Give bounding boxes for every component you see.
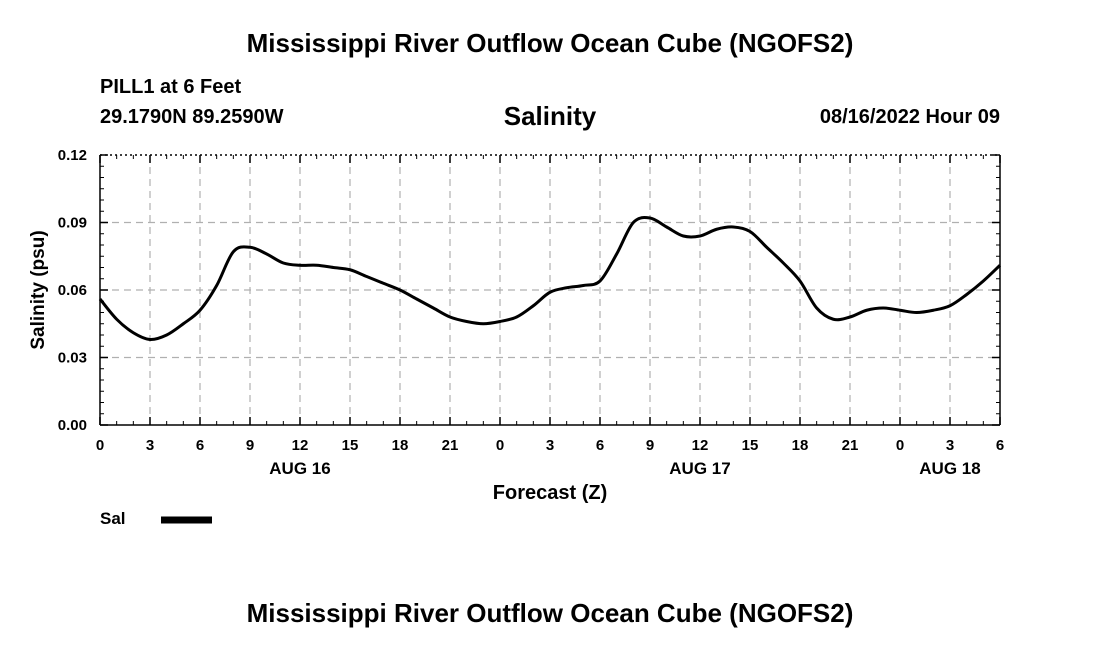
y-tick-label: 0.09 (58, 215, 87, 232)
page-title: Mississippi River Outflow Ocean Cube (NG… (246, 28, 854, 58)
x-tick-label: 3 (946, 437, 954, 454)
y-tick-label: 0.00 (58, 417, 87, 434)
x-tick-label: 6 (196, 437, 204, 454)
x-tick-label: 12 (292, 437, 309, 454)
station-coordinates: 29.1790N 89.2590W (100, 106, 284, 128)
x-tick-label: 6 (596, 437, 604, 454)
salinity-series-line (98, 216, 1002, 342)
x-tick-label: 12 (692, 437, 709, 454)
x-tick-label: 9 (646, 437, 654, 454)
x-tick-label: 6 (996, 437, 1004, 454)
forecast-datetime: 08/16/2022 Hour 09 (819, 106, 1000, 128)
x-tick-label: 0 (896, 437, 904, 454)
date-label: AUG 17 (669, 459, 730, 478)
station-label: PILL1 at 6 Feet (100, 76, 242, 98)
x-tick-label: 21 (442, 437, 459, 454)
x-tick-label: 0 (96, 437, 104, 454)
x-tick-label: 18 (392, 437, 409, 454)
x-axis-label: Forecast (Z) (492, 482, 608, 504)
y-tick-label: 0.03 (58, 350, 87, 367)
x-tick-label: 21 (842, 437, 859, 454)
date-label: AUG 18 (919, 459, 980, 478)
x-tick-label: 15 (342, 437, 359, 454)
legend-label: Sal (100, 509, 126, 528)
y-tick-label: 0.12 (58, 147, 87, 164)
y-axis-label: Salinity (psu) (28, 230, 49, 349)
x-tick-label: 15 (742, 437, 759, 454)
x-tick-label: 9 (246, 437, 254, 454)
footer-title: Mississippi River Outflow Ocean Cube (NG… (246, 598, 854, 628)
date-label: AUG 16 (269, 459, 330, 478)
x-tick-label: 3 (146, 437, 154, 454)
x-tick-label: 3 (546, 437, 554, 454)
x-tick-label: 18 (792, 437, 809, 454)
x-tick-label: 0 (496, 437, 504, 454)
chart-title: Salinity (503, 101, 597, 131)
y-tick-label: 0.06 (58, 282, 87, 299)
